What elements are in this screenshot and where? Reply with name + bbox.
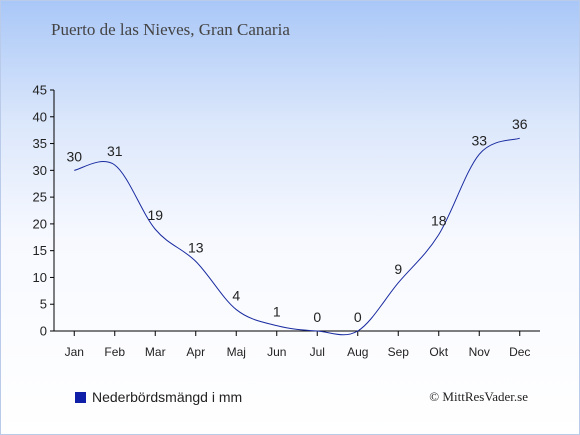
y-tick-label: 10 [33,270,47,285]
x-tick-label: Sep [388,345,410,359]
y-tick-label: 15 [33,243,47,258]
x-tick-label: Dec [509,345,530,359]
y-tick-label: 35 [33,136,47,151]
copyright-credit: © MittResVader.se [429,389,528,404]
y-tick-label: 5 [40,297,47,312]
data-label: 31 [107,143,123,159]
data-label: 4 [232,288,240,304]
x-tick-label: Jul [310,345,325,359]
y-tick-label: 40 [33,109,47,124]
data-label: 30 [66,148,82,164]
x-tick-label: Aug [347,345,368,359]
x-tick-label: Jan [65,345,84,359]
x-tick-label: Maj [227,345,246,359]
data-label: 19 [147,207,163,223]
x-tick-label: Mar [145,345,166,359]
chart-title: Puerto de las Nieves, Gran Canaria [51,20,290,39]
data-label: 18 [431,213,447,229]
data-label: 13 [188,239,204,255]
x-tick-label: Okt [429,345,448,359]
data-label: 33 [471,132,487,148]
legend-swatch [75,391,86,403]
y-tick-label: 25 [33,190,47,205]
y-tick-label: 0 [40,324,47,339]
y-tick-label: 20 [33,216,47,231]
legend: Nederbördsmängd i mm [75,389,242,405]
data-label: 0 [313,309,321,325]
data-label: 1 [273,304,281,320]
x-tick-label: Feb [104,345,125,359]
data-label: 36 [512,116,528,132]
x-tick-label: Jun [267,345,286,359]
data-label: 9 [394,261,402,277]
x-tick-label: Apr [186,345,205,359]
y-tick-label: 30 [33,163,47,178]
x-tick-label: Nov [469,345,490,359]
legend-label: Nederbördsmängd i mm [92,389,243,405]
data-label: 0 [354,309,362,325]
precipitation-line [74,137,520,336]
y-tick-label: 45 [33,83,47,98]
